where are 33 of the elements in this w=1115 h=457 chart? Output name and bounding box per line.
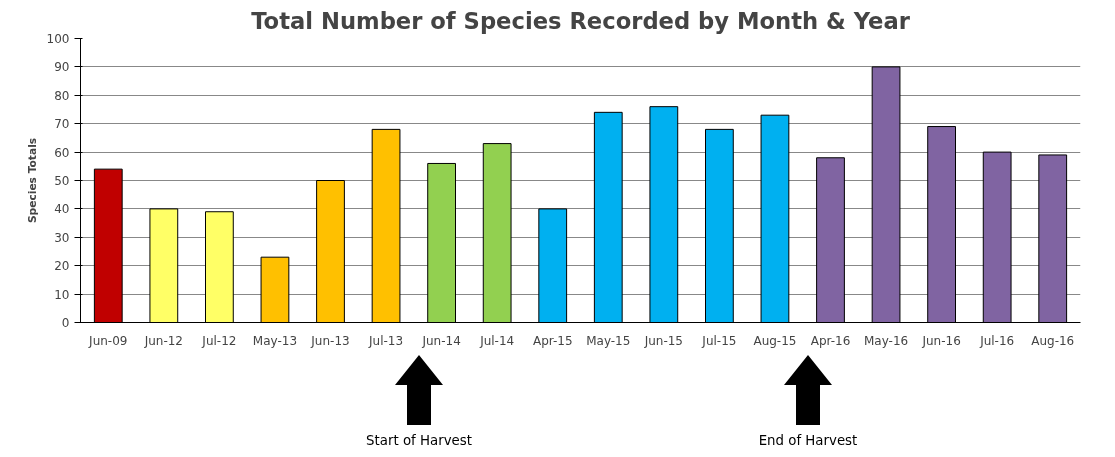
y-tick-label: 70 [54, 117, 70, 132]
y-tick-label: 30 [54, 230, 70, 245]
x-tick-label: Apr-16 [810, 333, 851, 348]
y-axis-title: Species Totals [25, 137, 39, 224]
x-tick-label: Jun-12 [143, 333, 184, 348]
y-tick-label: 40 [54, 202, 70, 217]
x-tick-label: Jun-15 [643, 333, 684, 348]
y-tick-label: 50 [54, 174, 70, 188]
x-tick-label: Jun-13 [310, 333, 350, 348]
x-tick-label: May-16 [863, 333, 909, 348]
x-tick-label: May-13 [252, 333, 298, 348]
text: End of Harvest [757, 432, 859, 450]
y-tick-label: 80 [54, 88, 70, 103]
y-tick-label: 100 [46, 32, 70, 46]
chart-title: Total Number of Species Recorded by Month & Year [251, 7, 911, 34]
y-tick-label: 0 [61, 316, 70, 330]
x-tick-label: May-15 [586, 333, 631, 348]
x-tick-label: Jun-09 [88, 333, 128, 348]
y-tick-label: 10 [54, 287, 70, 302]
x-tick-label: Aug-15 [753, 333, 797, 348]
x-tick-label: Apr-15 [532, 333, 573, 348]
text: Start of Harvest [365, 432, 473, 450]
x-tick-label: Aug-16 [1031, 333, 1075, 348]
y-tick-label: 60 [54, 145, 70, 160]
y-tick-label: 90 [54, 60, 70, 75]
x-tick-label: Jul-15 [701, 333, 737, 348]
y-tick-label: 20 [54, 259, 70, 274]
x-tick-label: Jun-14 [421, 333, 461, 348]
x-tick-label: Jun-16 [921, 333, 961, 348]
x-tick-label: Jul-14 [479, 333, 515, 348]
x-tick-label: Jul-16 [979, 333, 1015, 348]
x-tick-label: Jul-12 [201, 333, 237, 348]
x-tick-label: Jul-13 [368, 333, 404, 348]
